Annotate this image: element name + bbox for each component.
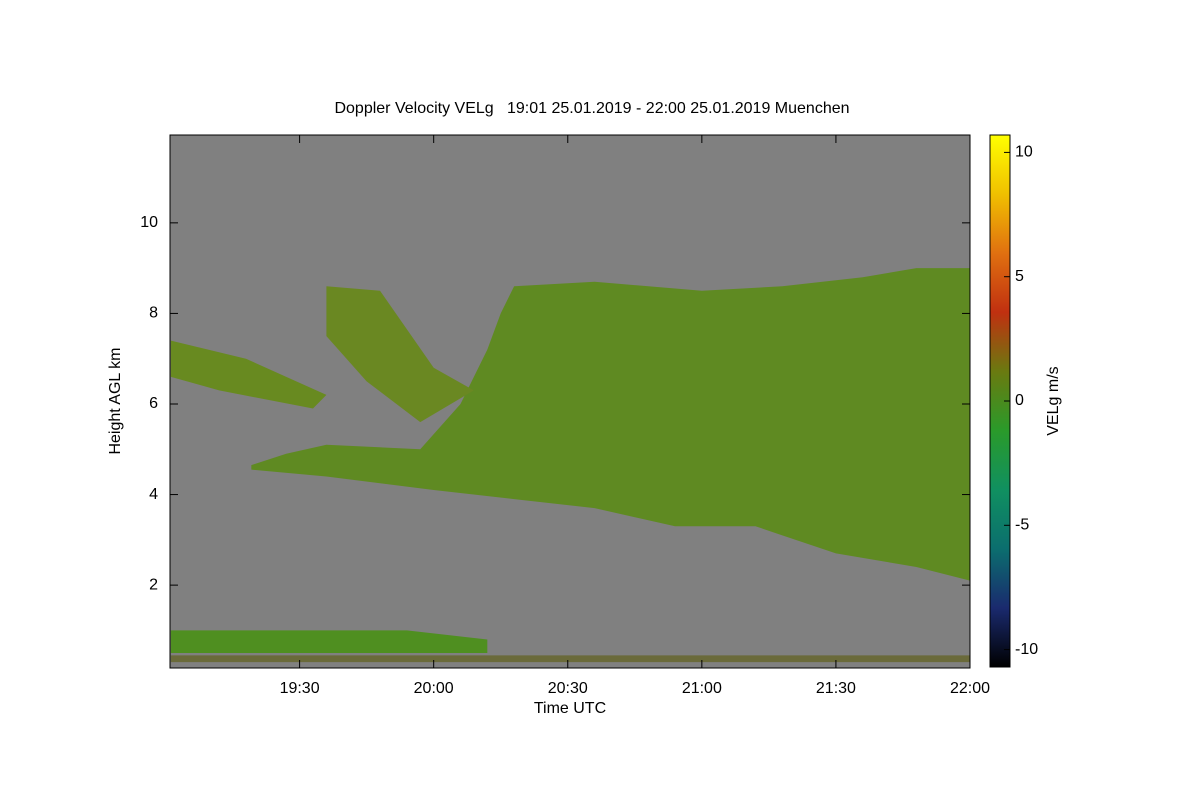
colorbar-tick-label: -10 — [1015, 641, 1038, 658]
colorbar-tick-label: 0 — [1015, 392, 1024, 409]
y-tick-label: 2 — [149, 576, 158, 593]
x-tick-label: 20:30 — [548, 680, 588, 697]
y-tick-label: 10 — [140, 214, 158, 231]
echo-region — [326, 286, 474, 423]
echo-region — [170, 630, 488, 654]
y-tick-label: 8 — [149, 305, 158, 322]
echo-region — [170, 655, 970, 663]
colorbar-tick-label: 10 — [1015, 144, 1033, 161]
chart-title: Doppler Velocity VELg 19:01 25.01.2019 -… — [334, 100, 849, 117]
x-axis-label: Time UTC — [534, 700, 606, 717]
echo-region — [251, 268, 970, 581]
x-tick-label: 21:00 — [682, 680, 722, 697]
colorbar-tick-label: -5 — [1015, 517, 1029, 534]
colorbar-label: VELg m/s — [1045, 366, 1062, 435]
x-tick-label: 20:00 — [414, 680, 454, 697]
colorbar-tick-label: 5 — [1015, 268, 1024, 285]
echo-region — [170, 340, 327, 409]
x-tick-label: 19:30 — [280, 680, 320, 697]
plot-frame — [169, 134, 971, 669]
y-tick-label: 4 — [149, 486, 158, 503]
x-tick-label: 22:00 — [950, 680, 990, 697]
y-tick-label: 6 — [149, 395, 158, 412]
y-axis-label: Height AGL km — [107, 347, 124, 454]
x-tick-label: 21:30 — [816, 680, 856, 697]
